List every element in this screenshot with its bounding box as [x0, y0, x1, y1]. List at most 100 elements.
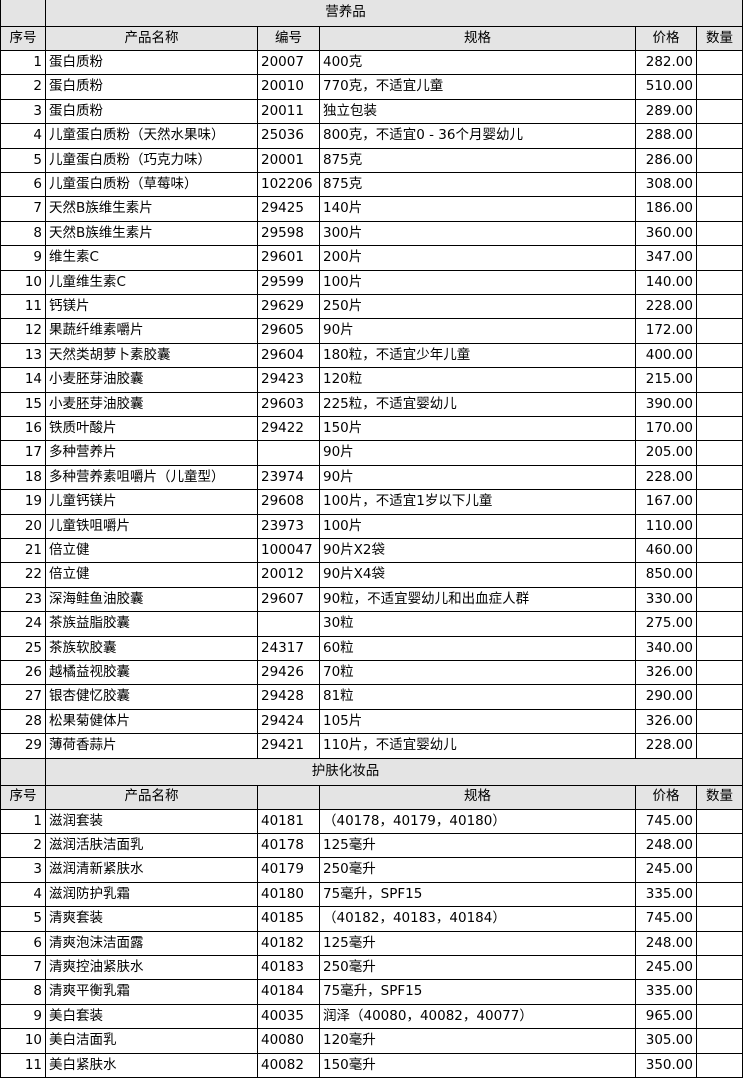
table-cell: 347.00	[636, 246, 697, 271]
table-cell: 维生素C	[46, 246, 258, 271]
table-cell: 326.00	[636, 709, 697, 735]
table-cell: 天然B族维生素片	[46, 221, 258, 247]
table-cell: 儿童维生素C	[46, 270, 258, 295]
table-cell: 29607	[258, 587, 320, 613]
table-cell: 29	[0, 734, 46, 759]
table-cell: 钙镁片	[46, 295, 258, 320]
quantity-cell	[697, 907, 743, 932]
quantity-cell	[697, 441, 743, 466]
table-cell: 40185	[258, 907, 320, 932]
table-cell: 40182	[258, 931, 320, 956]
quantity-cell	[697, 368, 743, 393]
table-cell: 8	[0, 221, 46, 247]
table-cell: 100片	[320, 270, 636, 295]
table-cell: 29629	[258, 295, 320, 320]
table-cell: 27	[0, 685, 46, 710]
table-cell: 8	[0, 980, 46, 1005]
table-cell: 6	[0, 931, 46, 956]
table-cell: 29608	[258, 490, 320, 515]
table-cell: 286.00	[636, 148, 697, 173]
table-cell: 29598	[258, 221, 320, 247]
table-cell: 100片	[320, 514, 636, 539]
table-cell: 滋润清新紧肤水	[46, 858, 258, 883]
table-cell: 小麦胚芽油胶囊	[46, 392, 258, 417]
table-cell: 10	[0, 1029, 46, 1054]
table-cell: 蛋白质粉	[46, 51, 258, 76]
quantity-cell	[697, 99, 743, 125]
quantity-cell	[697, 124, 743, 149]
table-cell: 150毫升	[320, 1053, 636, 1078]
table-cell: 29422	[258, 417, 320, 442]
table-cell: 228.00	[636, 465, 697, 491]
table-cell: 225粒，不适宜婴幼儿	[320, 392, 636, 417]
quantity-cell	[697, 563, 743, 588]
table-cell: 蛋白质粉	[46, 75, 258, 100]
table-cell: 6	[0, 173, 46, 198]
quantity-cell	[697, 636, 743, 661]
table-cell: 90片X2袋	[320, 539, 636, 564]
quantity-cell	[697, 221, 743, 247]
table-cell: 29425	[258, 197, 320, 222]
quantity-cell	[697, 980, 743, 1005]
table-cell: 110片，不适宜婴幼儿	[320, 734, 636, 759]
table-cell: 18	[0, 465, 46, 491]
table-cell: 40183	[258, 956, 320, 981]
quantity-cell	[697, 514, 743, 539]
table-cell: 13	[0, 343, 46, 369]
quantity-cell	[697, 587, 743, 613]
table-cell: 29424	[258, 709, 320, 735]
table-cell	[258, 612, 320, 637]
table-cell: 22	[0, 563, 46, 588]
table-cell: 美白洁面乳	[46, 1029, 258, 1054]
table-cell: 360.00	[636, 221, 697, 247]
table-cell: 倍立健	[46, 563, 258, 588]
quantity-cell	[697, 685, 743, 710]
table-cell: （40178，40179，40180）	[320, 809, 636, 834]
table-cell: 150片	[320, 417, 636, 442]
table-cell: 独立包装	[320, 99, 636, 125]
column-header: 规格	[320, 785, 636, 810]
column-header: 序号	[0, 785, 46, 810]
table-cell: 186.00	[636, 197, 697, 222]
table-cell: 90粒，不适宜婴幼儿和出血症人群	[320, 587, 636, 613]
table-cell: 1	[0, 51, 46, 76]
table-cell: 167.00	[636, 490, 697, 515]
table-cell: 400.00	[636, 343, 697, 369]
table-cell: 248.00	[636, 931, 697, 956]
table-cell: 90片X4袋	[320, 563, 636, 588]
table-cell: 28	[0, 709, 46, 735]
table-cell: 29426	[258, 661, 320, 686]
quantity-cell	[697, 956, 743, 981]
table-cell: 滋润活肤洁面乳	[46, 834, 258, 859]
table-cell: 29428	[258, 685, 320, 710]
table-cell: 30粒	[320, 612, 636, 637]
table-cell: 460.00	[636, 539, 697, 564]
quantity-cell	[697, 709, 743, 735]
table-cell: 25036	[258, 124, 320, 149]
quantity-cell	[697, 661, 743, 686]
column-header: 编号	[258, 27, 320, 51]
table-cell: 245.00	[636, 858, 697, 883]
quantity-cell	[697, 1004, 743, 1030]
table-cell: 7	[0, 956, 46, 981]
table-cell: 180粒，不适宜少年儿童	[320, 343, 636, 369]
table-cell: 松果菊健体片	[46, 709, 258, 735]
table-cell: 29599	[258, 270, 320, 295]
table-cell: 40035	[258, 1004, 320, 1030]
table-cell: 20011	[258, 99, 320, 125]
table-cell: 2	[0, 834, 46, 859]
table-cell: 110.00	[636, 514, 697, 539]
table-cell: 350.00	[636, 1053, 697, 1078]
table-cell: 965.00	[636, 1004, 697, 1030]
table-cell: 305.00	[636, 1029, 697, 1054]
table-cell: 390.00	[636, 392, 697, 417]
quantity-cell	[697, 75, 743, 100]
table-cell: 越橘益视胶囊	[46, 661, 258, 686]
table-cell: 儿童铁咀嚼片	[46, 514, 258, 539]
quantity-cell	[697, 612, 743, 637]
table-cell: 滋润套装	[46, 809, 258, 834]
table-cell: 天然B族维生素片	[46, 197, 258, 222]
column-header	[258, 785, 320, 810]
quantity-cell	[697, 539, 743, 564]
quantity-cell	[697, 51, 743, 76]
